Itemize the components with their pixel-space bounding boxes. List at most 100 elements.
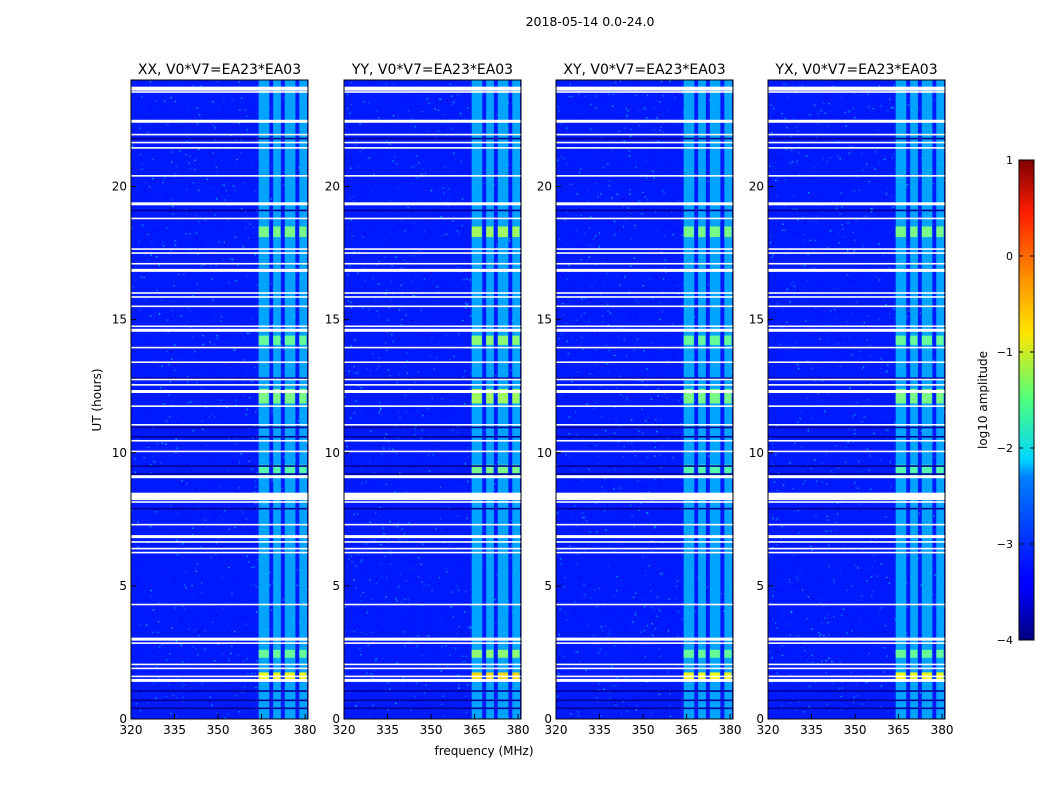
noise-speckle <box>587 389 589 391</box>
noise-speckle <box>588 321 590 323</box>
noise-speckle <box>642 284 645 287</box>
noise-speckle <box>845 491 847 493</box>
noise-speckle <box>596 200 599 202</box>
noise-speckle <box>575 319 577 321</box>
noise-speckle <box>586 370 589 373</box>
noise-speckle <box>603 490 605 492</box>
noise-speckle <box>228 660 230 662</box>
noise-speckle <box>361 688 363 690</box>
noise-speckle <box>399 97 402 99</box>
noise-speckle <box>770 104 772 106</box>
noise-speckle <box>557 184 559 186</box>
noise-speckle <box>468 388 471 390</box>
noise-speckle <box>416 287 419 289</box>
noise-speckle <box>663 615 666 617</box>
noise-speckle <box>776 650 779 653</box>
noise-speckle <box>254 664 256 666</box>
noise-speckle <box>444 166 446 168</box>
noise-speckle <box>212 343 215 345</box>
noise-speckle <box>609 691 611 693</box>
noise-speckle <box>168 394 170 396</box>
noise-speckle <box>871 630 874 632</box>
y-tick-label: 0 <box>332 712 340 726</box>
noise-speckle <box>242 520 245 523</box>
noise-speckle <box>933 520 935 522</box>
noise-speckle <box>380 407 382 410</box>
noise-speckle <box>138 584 140 586</box>
noise-speckle <box>271 434 273 436</box>
noise-speckle <box>162 362 164 365</box>
noise-speckle <box>252 417 254 420</box>
rfi-event <box>724 388 732 404</box>
noise-speckle <box>423 230 425 233</box>
noise-speckle <box>676 94 678 96</box>
noise-speckle <box>573 429 575 431</box>
noise-speckle <box>797 578 799 581</box>
noise-speckle <box>144 670 146 672</box>
noise-speckle <box>459 112 462 115</box>
noise-speckle <box>645 491 647 493</box>
noise-speckle <box>588 201 590 203</box>
noise-speckle <box>465 711 467 714</box>
noise-speckle <box>230 192 232 194</box>
noise-speckle <box>351 703 354 705</box>
noise-speckle <box>794 709 796 711</box>
noise-speckle <box>154 311 157 314</box>
noise-speckle <box>464 105 466 108</box>
noise-speckle <box>654 214 656 216</box>
noise-speckle <box>395 547 397 549</box>
noise-speckle <box>777 177 779 179</box>
flagged-row <box>556 663 733 666</box>
noise-speckle <box>368 461 371 463</box>
noise-speckle <box>152 683 154 685</box>
noise-speckle <box>496 130 498 132</box>
noise-speckle <box>634 224 636 227</box>
noise-speckle <box>269 280 271 282</box>
noise-speckle <box>212 152 214 154</box>
noise-speckle <box>252 425 255 428</box>
noise-speckle <box>365 395 367 397</box>
noise-speckle <box>656 117 658 119</box>
noise-speckle <box>139 427 141 430</box>
noise-speckle <box>431 336 433 339</box>
noise-speckle <box>195 234 197 236</box>
noise-speckle <box>560 468 562 470</box>
flagged-row <box>556 147 733 149</box>
noise-speckle <box>456 633 458 635</box>
noise-speckle <box>508 240 511 242</box>
noise-speckle <box>795 163 798 165</box>
noise-speckle <box>467 626 469 628</box>
noise-speckle <box>353 366 355 368</box>
noise-speckle <box>831 661 833 663</box>
noise-speckle <box>453 273 456 275</box>
noise-speckle <box>362 267 364 269</box>
noise-speckle <box>646 177 648 179</box>
noise-speckle <box>706 246 708 248</box>
flagged-row <box>556 217 733 220</box>
noise-speckle <box>168 416 171 418</box>
noise-speckle <box>782 665 784 667</box>
noise-speckle <box>786 321 788 323</box>
x-axis-label: frequency (MHz) <box>434 744 533 758</box>
noise-speckle <box>201 682 204 684</box>
noise-speckle <box>672 559 674 561</box>
noise-speckle <box>167 455 169 457</box>
noise-speckle <box>186 324 188 326</box>
noise-speckle <box>774 510 776 513</box>
noise-speckle <box>243 148 245 150</box>
noise-speckle <box>283 290 285 292</box>
flagged-row <box>344 305 521 308</box>
noise-speckle <box>837 95 839 97</box>
noise-speckle <box>638 110 640 112</box>
flagged-row <box>556 637 733 641</box>
noise-speckle <box>412 294 415 297</box>
noise-speckle <box>640 631 642 633</box>
y-tick-label: 5 <box>544 579 552 593</box>
noise-speckle <box>390 482 393 484</box>
noise-speckle <box>632 369 635 372</box>
noise-speckle <box>636 652 638 654</box>
noise-speckle <box>635 334 637 336</box>
noise-speckle <box>248 257 250 259</box>
noise-speckle <box>468 355 470 357</box>
y-tick-label: 0 <box>544 712 552 726</box>
